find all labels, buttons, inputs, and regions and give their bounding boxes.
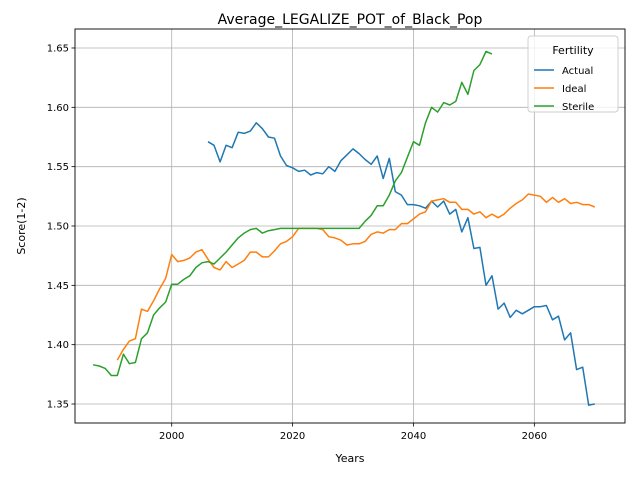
x-tick-label: 2000	[159, 431, 184, 442]
y-tick-label: 1.55	[47, 162, 69, 173]
x-axis-label: Years	[334, 452, 364, 465]
chart-title: Average_LEGALIZE_POT_of_Black_Pop	[218, 12, 483, 28]
legend-entries: Actual Ideal Sterile	[534, 66, 594, 113]
series-line-actual	[207, 122, 595, 406]
legend-title: Fertility	[552, 44, 594, 57]
x-tick-label: 2060	[522, 431, 547, 442]
legend-entry-sterile: Sterile	[534, 102, 594, 113]
legend-label: Sterile	[562, 102, 594, 113]
legend-entry-actual: Actual	[534, 66, 593, 77]
y-tick-label: 1.35	[47, 400, 69, 411]
series-line-sterile	[92, 50, 493, 377]
legend: Fertility Actual Ideal Sterile	[527, 35, 619, 113]
y-tick-label: 1.40	[47, 340, 69, 351]
y-tick-label: 1.60	[47, 103, 69, 114]
series-lines	[92, 50, 596, 406]
y-axis-label: Score(1-2)	[15, 197, 28, 254]
series-line-ideal	[116, 193, 596, 361]
legend-box	[527, 35, 619, 113]
legend-label: Actual	[562, 66, 593, 77]
axis-ticks: 2000 2020 2040 2060 1.35 1.40 1.45 1.50 1.55 1.60…	[47, 43, 547, 442]
legend-entry-ideal: Ideal	[534, 84, 586, 95]
legend-label: Ideal	[562, 84, 586, 95]
y-tick-label: 1.45	[47, 281, 69, 292]
y-tick-label: 1.65	[47, 43, 69, 54]
y-tick-label: 1.50	[47, 222, 69, 233]
x-tick-label: 2040	[401, 431, 426, 442]
x-tick-label: 2020	[280, 431, 305, 442]
